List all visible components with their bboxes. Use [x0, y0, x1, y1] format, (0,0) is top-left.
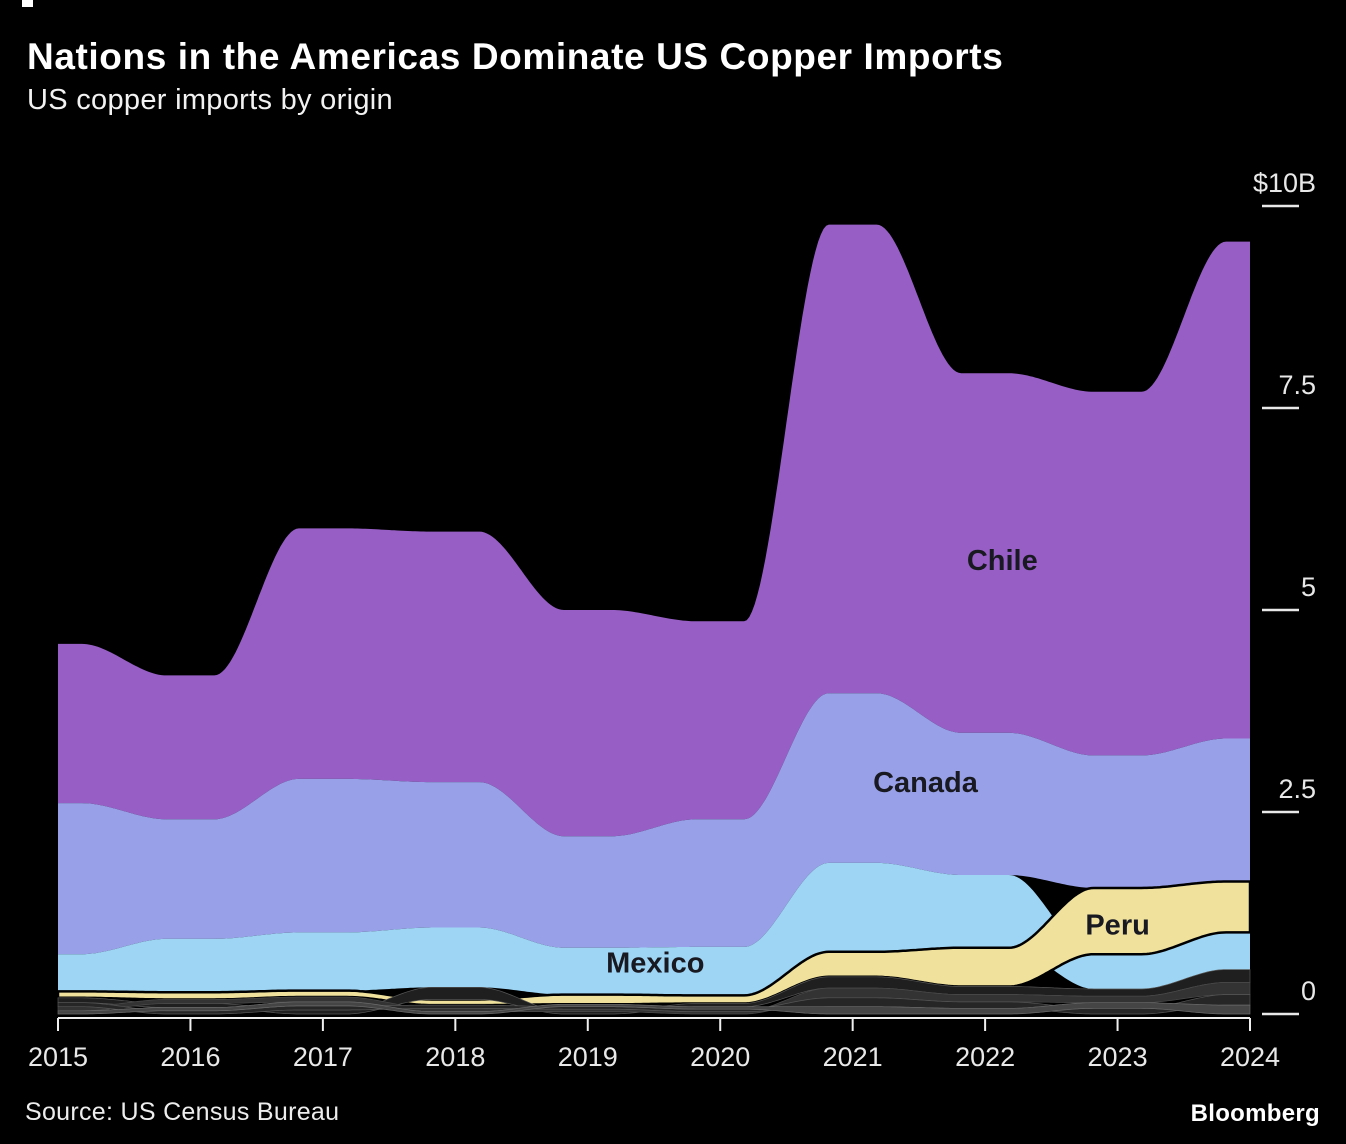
x-tick-label-2017: 2017	[293, 1042, 353, 1072]
y-tick-label-10: $10B	[1253, 168, 1316, 198]
x-tick-label-2023: 2023	[1088, 1042, 1148, 1072]
x-tick-label-2015: 2015	[28, 1042, 88, 1072]
band-mexico	[58, 862, 1250, 996]
band-canada	[58, 693, 1250, 955]
x-tick-label-2018: 2018	[425, 1042, 485, 1072]
x-tick-label-2020: 2020	[690, 1042, 750, 1072]
chart-title: Nations in the Americas Dominate US Copp…	[27, 36, 1004, 77]
x-tick-label-2019: 2019	[558, 1042, 618, 1072]
y-tick-label-5: 5	[1301, 572, 1316, 602]
area-label-chile: Chile	[967, 545, 1038, 577]
x-tick-label-2022: 2022	[955, 1042, 1015, 1072]
band-other-d	[57, 1001, 1251, 1015]
area-labels-layer: Chile Canada Mexico Peru	[606, 545, 1150, 979]
bloomberg-logo: Bloomberg	[1190, 1100, 1320, 1127]
y-tick-label-7.5: 7.5	[1278, 370, 1316, 400]
chart-subtitle: US copper imports by origin	[27, 84, 393, 116]
y-tick-label-0: 0	[1301, 976, 1316, 1006]
area-label-canada: Canada	[873, 767, 979, 799]
x-tick-label-2016: 2016	[160, 1042, 220, 1072]
x-tick-label-2021: 2021	[823, 1042, 883, 1072]
band-chile	[58, 224, 1250, 837]
area-bands-layer	[56, 224, 1252, 1015]
x-tick-label-2024: 2024	[1220, 1042, 1280, 1072]
y-tick-label-2.5: 2.5	[1278, 774, 1316, 804]
area-label-peru: Peru	[1085, 909, 1149, 941]
source-note: Source: US Census Bureau	[25, 1098, 340, 1126]
corner-mark	[22, 0, 33, 7]
area-label-mexico: Mexico	[606, 947, 704, 979]
axis-layer: 2015 2016 2017 2018 2019 2020 2021 2022 2023 2024…	[28, 168, 1316, 1072]
